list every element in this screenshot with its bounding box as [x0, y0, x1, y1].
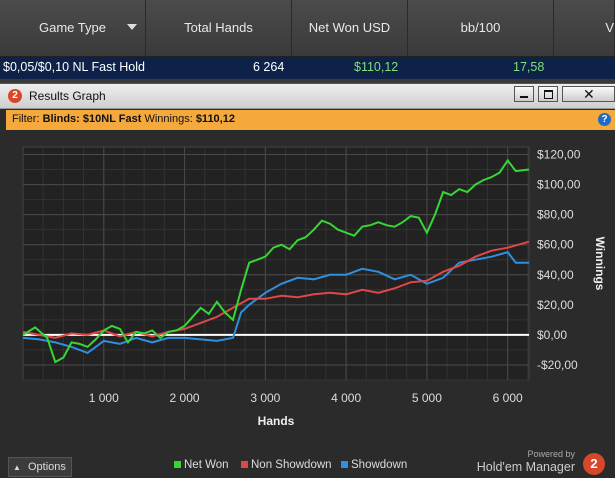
close-button[interactable]: ✕	[562, 86, 615, 102]
window-title: Results Graph	[29, 89, 106, 103]
y-tick-label: $40,00	[537, 268, 574, 282]
y-tick-label: $80,00	[537, 208, 574, 222]
legend-item-label: Net Won	[184, 459, 229, 471]
options-button[interactable]: ▲ Options	[8, 457, 72, 477]
column-game-type-label: Game Type	[39, 20, 106, 35]
x-tick-label: 2 000	[170, 391, 200, 405]
x-tick-label: 5 000	[412, 391, 442, 405]
legend-swatch	[174, 461, 181, 468]
cell-bb100: 17,58	[513, 60, 545, 74]
x-tick-label: 3 000	[250, 391, 280, 405]
column-total-hands[interactable]: Total Hands	[146, 0, 292, 56]
minimize-button[interactable]	[514, 86, 534, 102]
y-axis-label: Winnings	[593, 237, 607, 291]
y-tick-label: $60,00	[537, 238, 574, 252]
sort-desc-icon[interactable]	[127, 24, 137, 30]
close-icon: ✕	[583, 86, 595, 102]
x-tick-label: 1 000	[89, 391, 119, 405]
legend-item-label: Non Showdown	[251, 459, 332, 471]
chevron-up-icon: ▲	[13, 463, 21, 472]
x-axis-label: Hands	[258, 414, 295, 428]
y-tick-label: $20,00	[537, 298, 574, 312]
options-label: Options	[27, 461, 66, 473]
filter-blinds: Blinds: $10NL Fast	[42, 113, 142, 125]
cell-net-won: $110,12	[354, 60, 399, 74]
table-header: Game Type Total Hands Net Won USD bb/100…	[0, 0, 615, 57]
maximize-button[interactable]	[538, 86, 558, 102]
y-tick-label: $0,00	[537, 328, 567, 342]
showdown-line	[22, 251, 529, 355]
filter-prefix: Filter:	[12, 113, 40, 125]
help-icon[interactable]: ?	[598, 113, 611, 126]
results-graph-window: 2 Results Graph ✕ Filter: Blinds: $10NL …	[0, 83, 615, 478]
cell-total-hands: 6 264	[253, 60, 285, 74]
non-showdown-line	[22, 240, 530, 339]
column-game-type[interactable]: Game Type	[0, 0, 146, 56]
cell-game-type: $0,05/$0,10 NL Fast Hold	[3, 60, 145, 74]
filter-winnings-label: Winnings:	[144, 113, 193, 125]
table-row[interactable]: $0,05/$0,10 NL Fast Hold 6 264 $110,12 1…	[0, 57, 615, 79]
filter-winnings-value: $110,12	[195, 113, 235, 125]
hm-brand-logo-icon: 2	[583, 453, 605, 475]
hm-logo-icon: 2	[8, 89, 22, 103]
column-net-won[interactable]: Net Won USD	[292, 0, 408, 56]
x-tick-label: 4 000	[331, 391, 361, 405]
y-tick-label: $120,00	[537, 148, 581, 162]
window-titlebar[interactable]: 2 Results Graph ✕	[0, 84, 615, 109]
legend-swatch	[341, 461, 348, 468]
y-tick-label: -$20,00	[537, 358, 578, 372]
y-tick-label: $100,00	[537, 178, 581, 192]
results-chart: 1 000 2 000 3 000 4 000 5 000 6 000 -$20,00 $0,…	[22, 146, 607, 471]
powered-by-text: Powered by	[527, 449, 575, 459]
net-won-line	[22, 158, 530, 364]
brand-name: Hold'em Manager	[476, 460, 575, 474]
filter-bar: Filter: Blinds: $10NL Fast Winnings: $11…	[6, 110, 615, 130]
column-bb100[interactable]: bb/100	[408, 0, 554, 56]
legend-item-label: Showdown	[351, 459, 407, 471]
x-tick-label: 6 000	[493, 391, 523, 405]
column-partial[interactable]: V	[554, 0, 615, 56]
legend-swatch	[241, 461, 248, 468]
